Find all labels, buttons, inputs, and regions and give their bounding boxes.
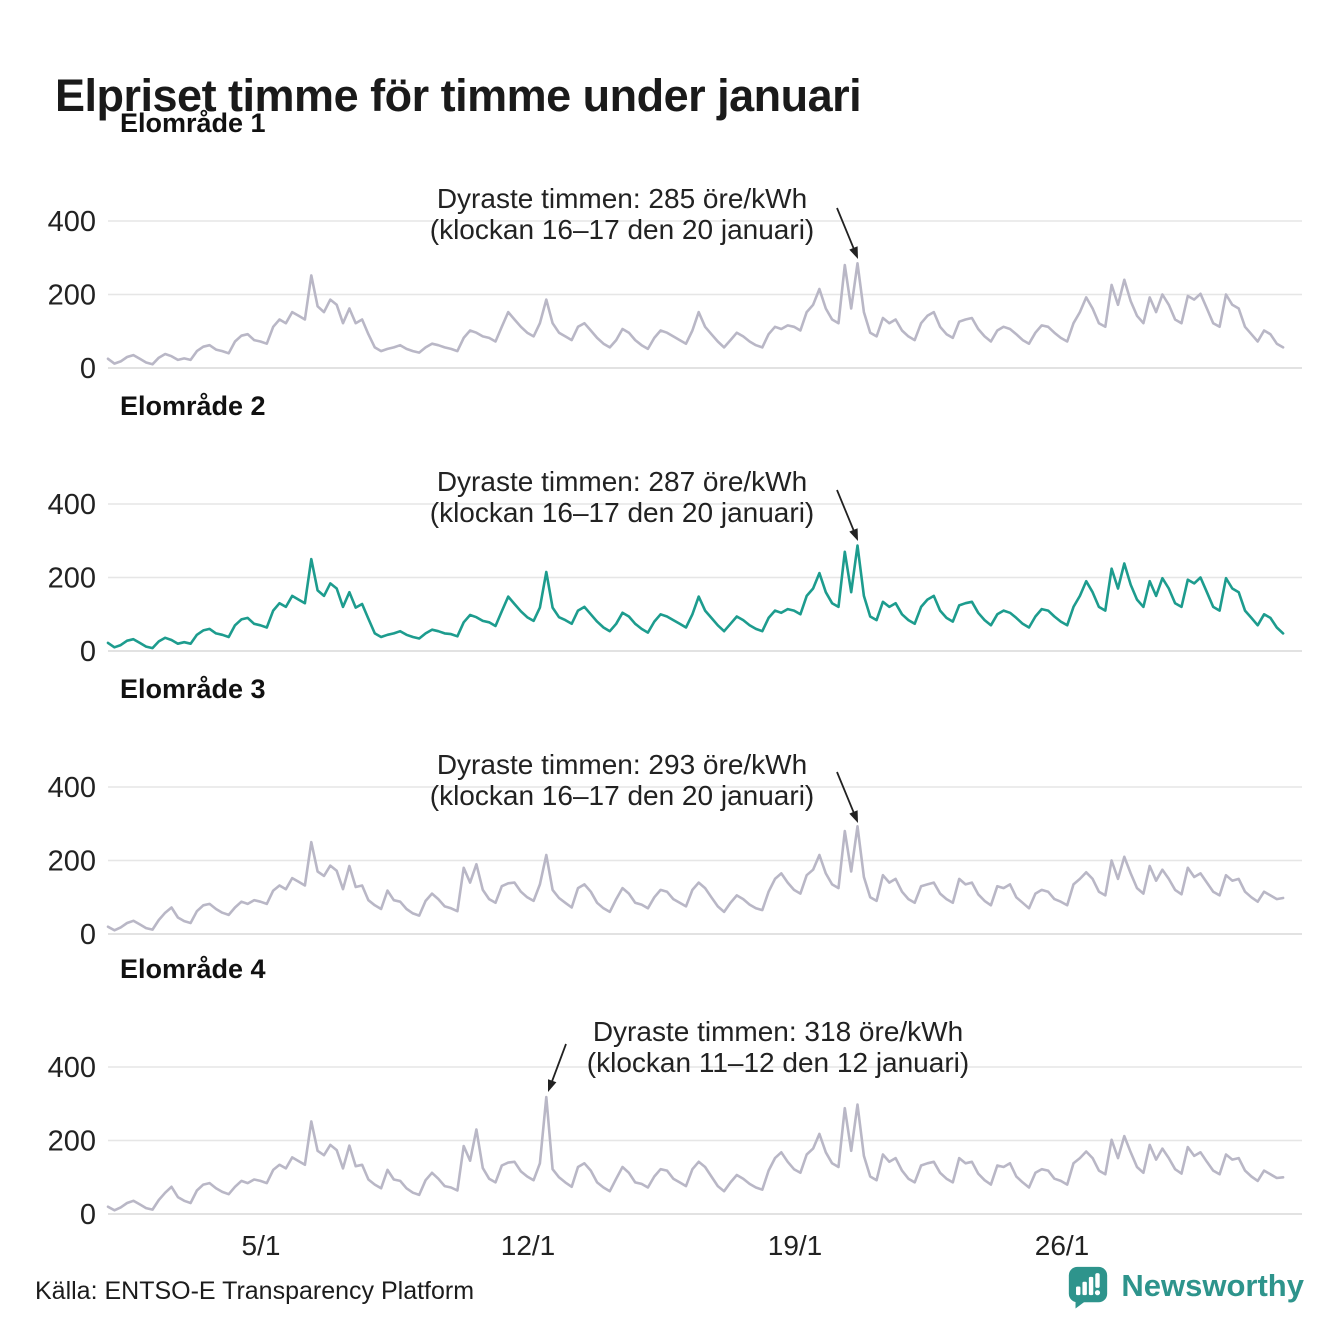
x-tick-label: 5/1 xyxy=(241,1230,281,1261)
line-chart-elomrade-2: 400 200 0 xyxy=(48,489,1302,668)
svg-text:200: 200 xyxy=(48,563,96,595)
annotation-line1: Dyraste timmen: 293 öre/kWh xyxy=(436,749,808,780)
annotation-elomrade-2: Dyraste timmen: 287 öre/kWh (klockan 16–… xyxy=(430,466,814,529)
annotation-elomrade-1: Dyraste timmen: 285 öre/kWh (klockan 16–… xyxy=(430,183,814,246)
svg-text:400: 400 xyxy=(48,1052,96,1084)
svg-text:200: 200 xyxy=(48,280,96,312)
annotation-line2: (klockan 16–17 den 20 januari) xyxy=(429,214,815,246)
x-tick-label: 19/1 xyxy=(767,1230,823,1261)
line-chart-elomrade-4: 400 200 0 xyxy=(48,1043,1302,1231)
annotation-line2: (klockan 16–17 den 20 januari) xyxy=(429,780,815,812)
x-tick-label: 12/1 xyxy=(500,1230,556,1261)
newsworthy-bubble-chart-icon xyxy=(1069,1266,1108,1309)
line-chart-elomrade-3: 400 200 0 xyxy=(48,771,1302,951)
svg-text:200: 200 xyxy=(48,846,96,878)
annotation-line2: (klockan 16–17 den 20 januari) xyxy=(429,497,815,529)
x-axis: 5/1 12/1 19/1 26/1 xyxy=(0,1230,1340,1264)
line-chart-elomrade-1: 400 200 0 xyxy=(48,206,1302,385)
svg-text:400: 400 xyxy=(48,772,96,804)
svg-text:200: 200 xyxy=(48,1126,96,1158)
page-title: Elpriset timme för timme under januari xyxy=(55,70,862,122)
svg-text:0: 0 xyxy=(80,919,96,951)
annotation-line1: Dyraste timmen: 285 öre/kWh xyxy=(436,183,808,214)
annotation-line1: Dyraste timmen: 287 öre/kWh xyxy=(436,466,808,497)
newsworthy-logo: Newsworthy xyxy=(1065,1263,1304,1309)
x-tick-label: 26/1 xyxy=(1034,1230,1090,1261)
annotation-line1: Dyraste timmen: 318 öre/kWh xyxy=(592,1016,964,1047)
panel-title-elomrade-1: Elområde 1 xyxy=(120,108,266,138)
svg-text:400: 400 xyxy=(48,489,96,521)
brand-name: Newsworthy xyxy=(1121,1268,1304,1303)
svg-text:0: 0 xyxy=(80,1199,96,1231)
annotation-elomrade-3: Dyraste timmen: 293 öre/kWh (klockan 16–… xyxy=(430,749,814,812)
panel-title-elomrade-3: Elområde 3 xyxy=(120,674,266,704)
source-credit: Källa: ENTSO-E Transparency Platform xyxy=(35,1277,475,1305)
panel-title-elomrade-2: Elområde 2 xyxy=(120,391,266,421)
svg-text:0: 0 xyxy=(80,636,96,668)
annotation-line2: (klockan 11–12 den 12 januari) xyxy=(586,1047,970,1079)
svg-text:0: 0 xyxy=(80,353,96,385)
annotation-elomrade-4: Dyraste timmen: 318 öre/kWh (klockan 11–… xyxy=(587,1016,969,1079)
svg-text:400: 400 xyxy=(48,206,96,238)
panel-title-elomrade-4: Elområde 4 xyxy=(120,954,266,984)
